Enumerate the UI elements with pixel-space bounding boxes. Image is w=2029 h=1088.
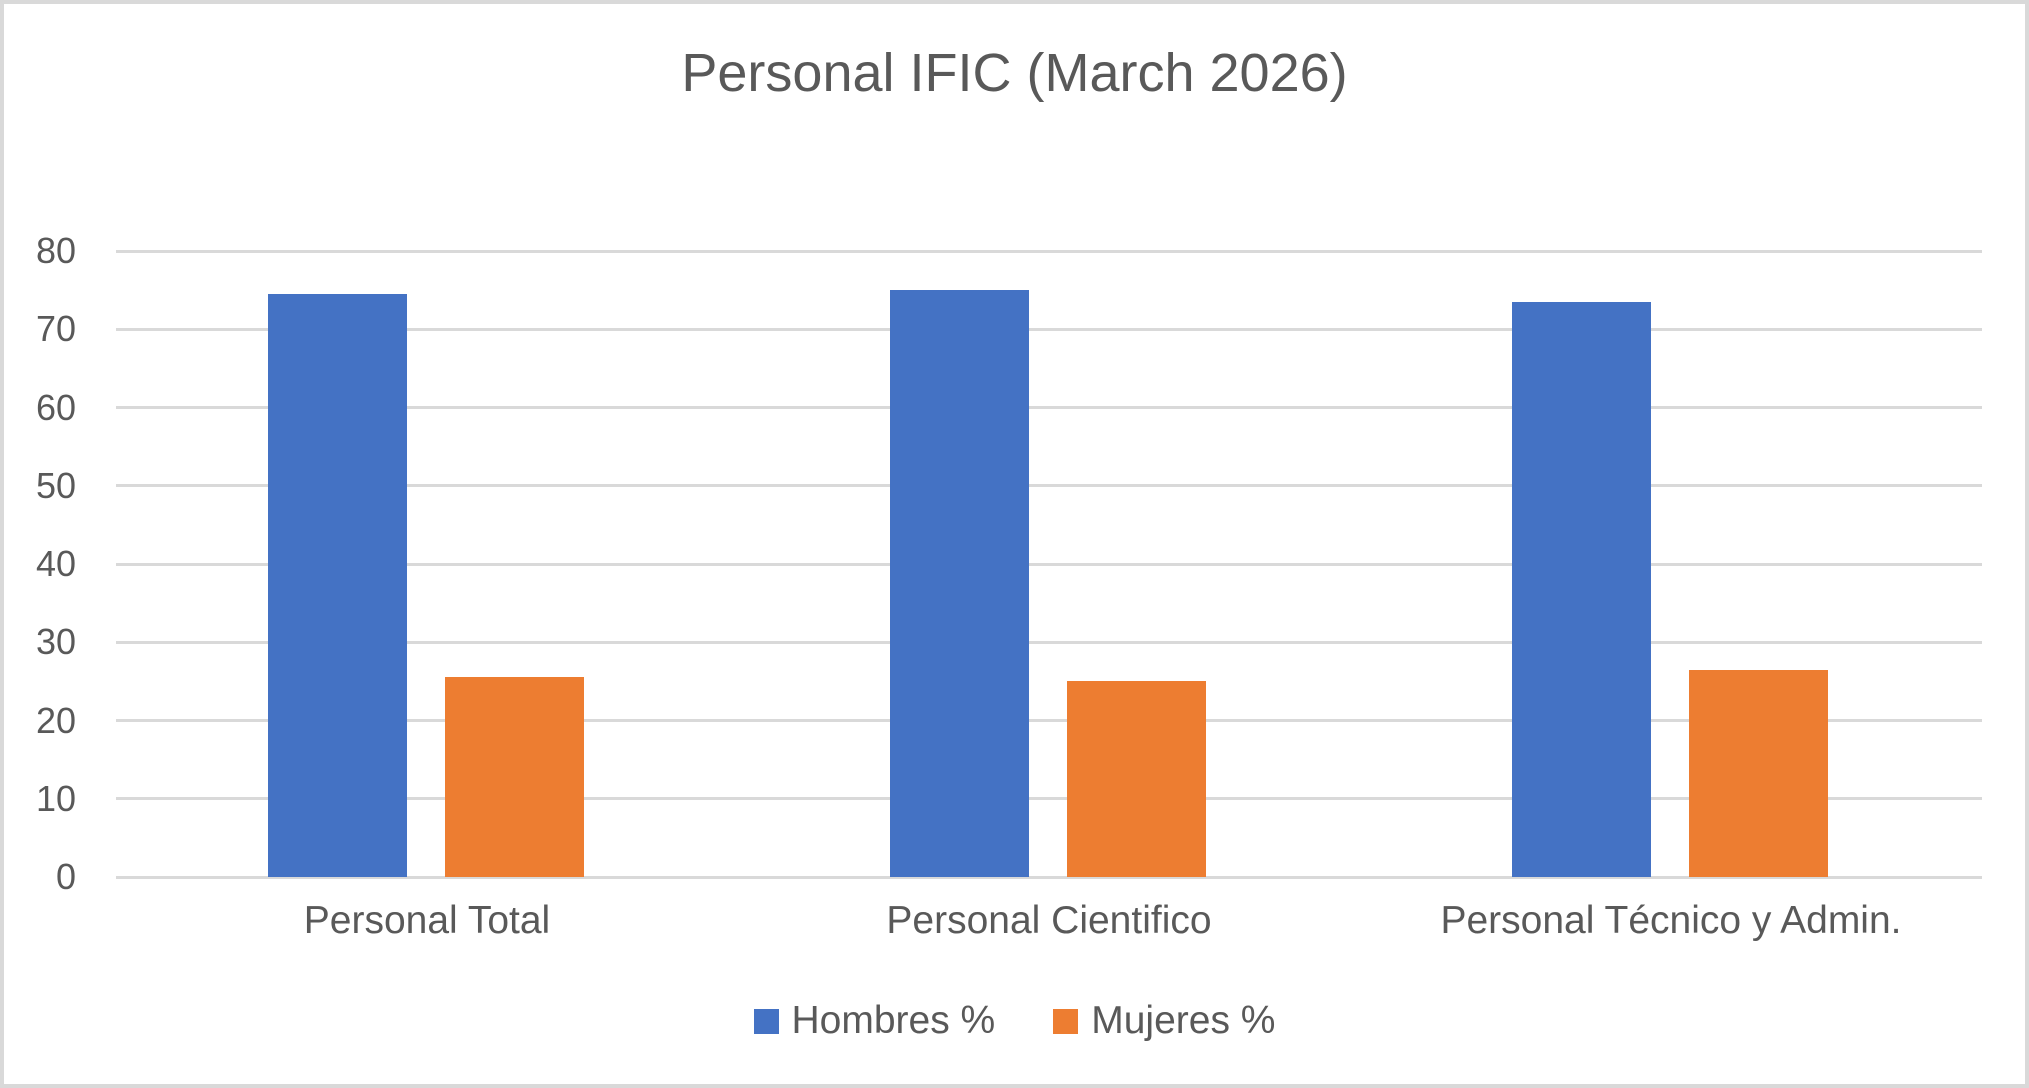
bar-mujeres-personal-cientifico (1067, 681, 1206, 877)
bar-hombres-personal-total (268, 294, 407, 877)
y-tick-label-20: 20 (35, 699, 76, 741)
legend-swatch-hombres-icon (753, 1008, 779, 1034)
legend-item-hombres: Hombres % (753, 999, 996, 1043)
gridline-80 (116, 249, 1982, 253)
plot-area (116, 249, 1982, 879)
legend-item-mujeres: Mujeres % (1053, 999, 1275, 1043)
gridline-0 (116, 875, 1982, 879)
gridline-20 (116, 719, 1982, 722)
gridline-70 (116, 327, 1982, 331)
category-label-personal-cientifico: Personal Cientifico (886, 899, 1212, 942)
y-tick-label-40: 40 (35, 543, 76, 584)
gridline-60 (116, 406, 1982, 409)
legend-swatch-mujeres-icon (1053, 1008, 1079, 1034)
y-tick-label-70: 70 (35, 308, 76, 350)
gridline-50 (116, 484, 1982, 488)
y-tick-label-60: 60 (35, 386, 76, 428)
category-label-personal-total: Personal Total (303, 899, 551, 942)
bar-hombres-personal-t-cnico-y-admin (1512, 301, 1651, 877)
bar-mujeres-personal-t-cnico-y-admin (1689, 669, 1828, 877)
y-tick-label-80: 80 (35, 230, 76, 271)
legend-label-hombres: Hombres % (791, 999, 996, 1042)
legend: Hombres % Mujeres % (4, 999, 2025, 1043)
gridline-10 (116, 797, 1982, 801)
gridline-30 (116, 640, 1982, 644)
y-tick-label-50: 50 (35, 464, 76, 506)
bar-mujeres-personal-total (445, 677, 584, 877)
gridline-40 (116, 562, 1982, 566)
bar-hombres-personal-cientifico (890, 290, 1029, 877)
category-label-personal-t-cnico-y-admin: Personal Técnico y Admin. (1440, 899, 1902, 942)
chart-title: Personal IFIC (March 2026) (681, 43, 1348, 103)
y-tick-label-30: 30 (35, 621, 76, 663)
y-tick-label-10: 10 (35, 777, 76, 819)
y-tick-label-0: 0 (55, 856, 76, 897)
legend-label-mujeres: Mujeres % (1091, 999, 1276, 1042)
